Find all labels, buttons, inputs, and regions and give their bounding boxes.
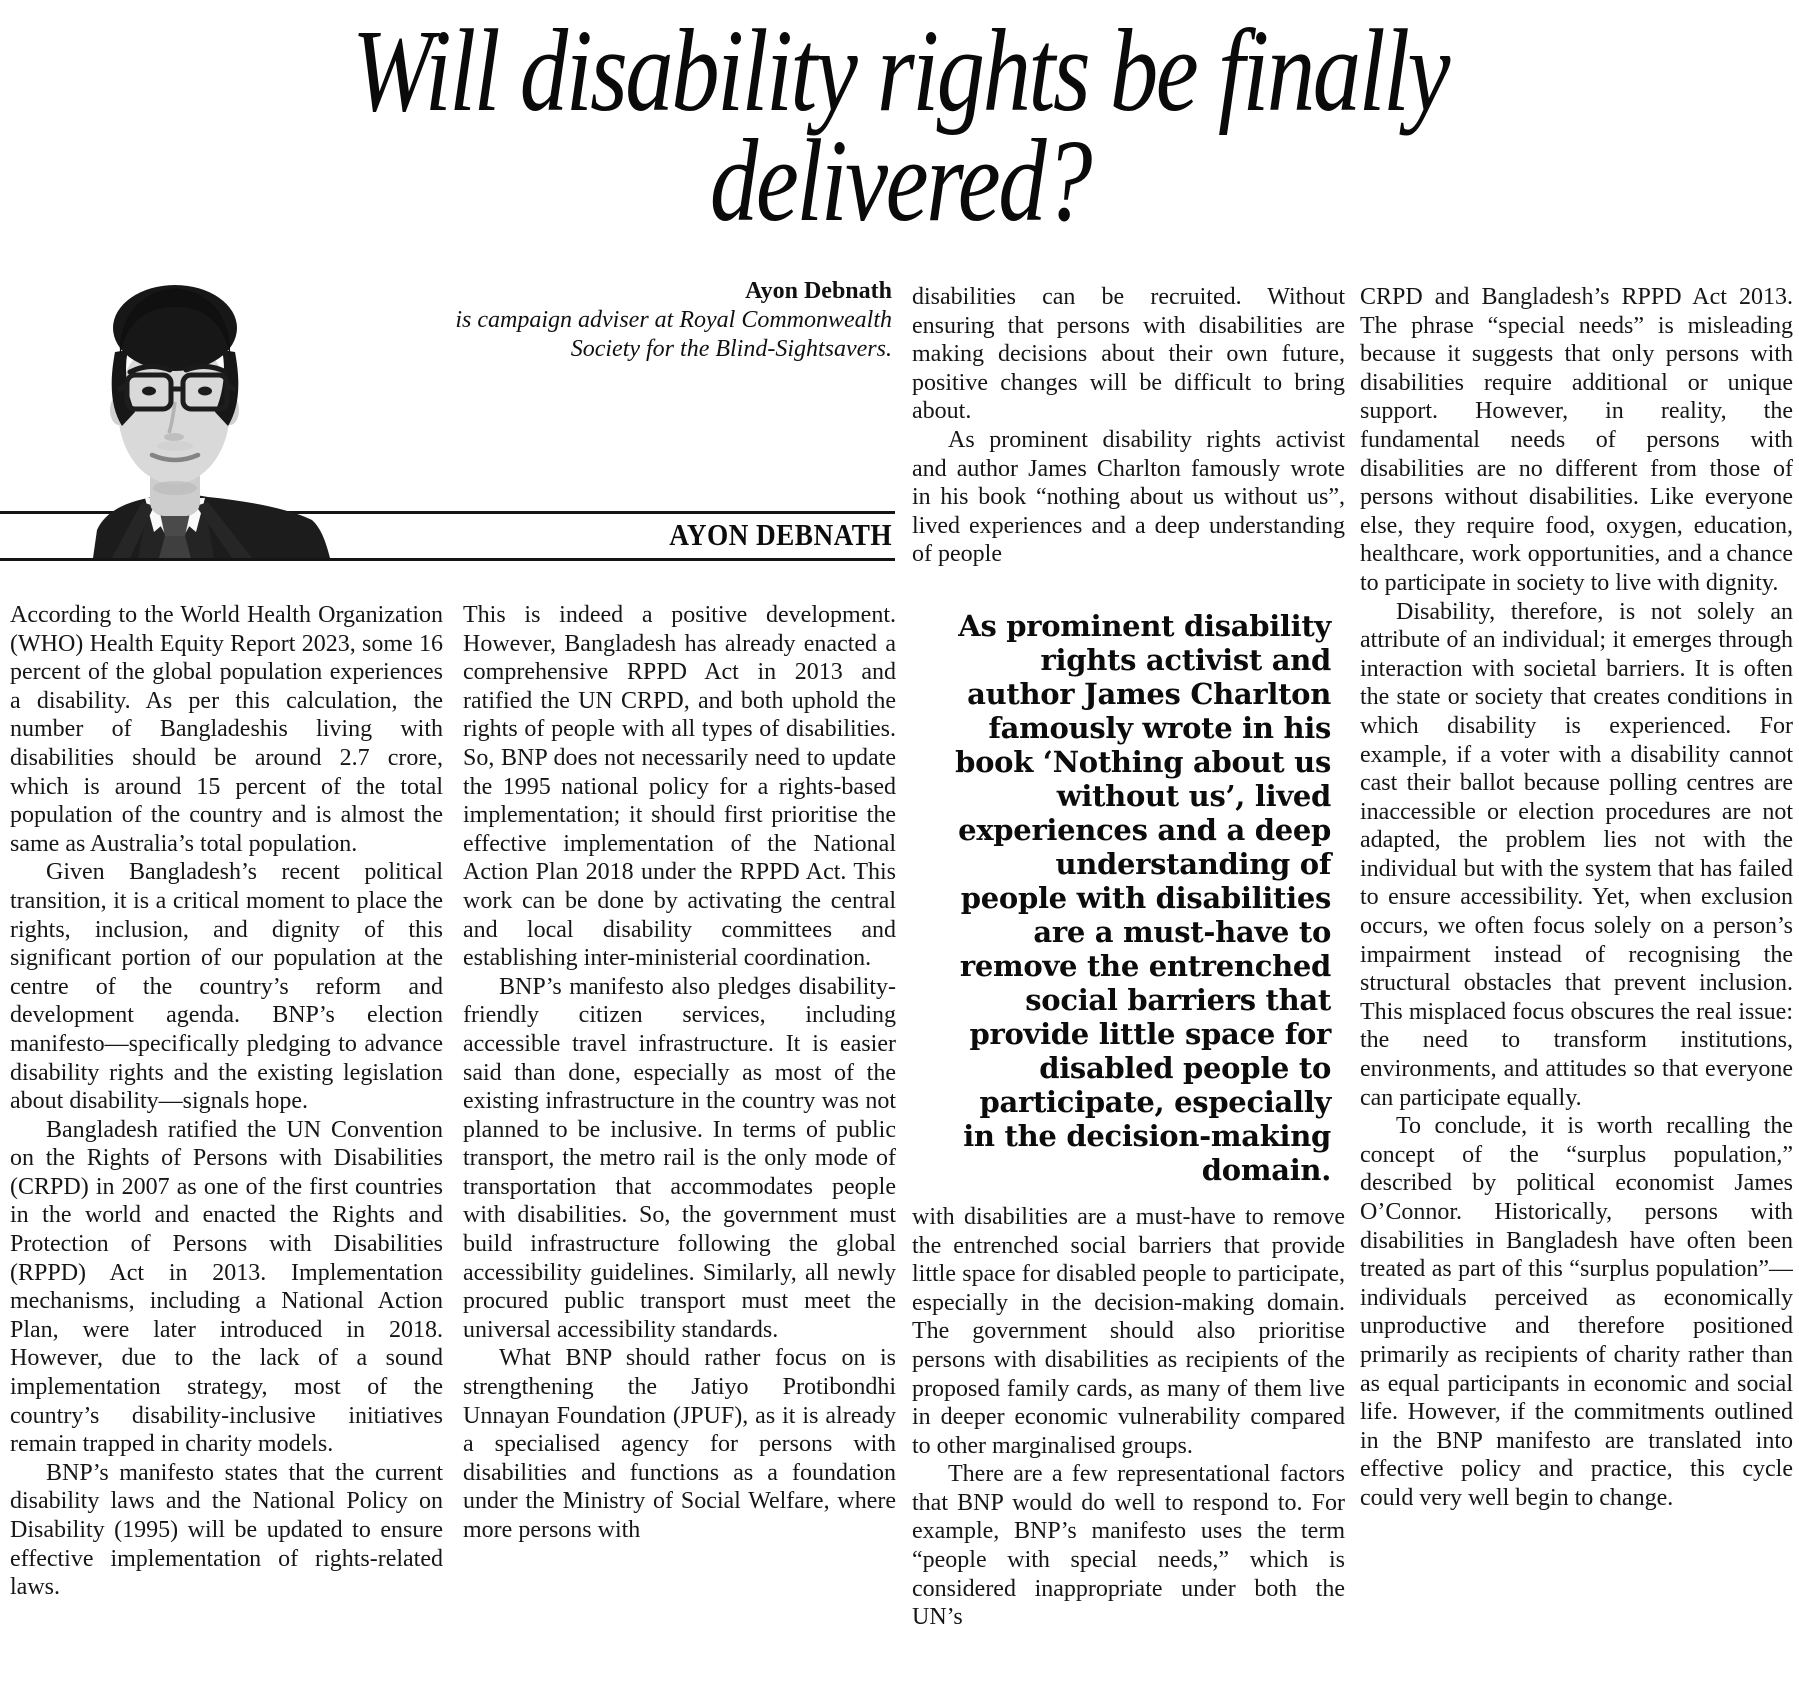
article-paragraph: Given Bangladesh’s recent political tran… <box>10 859 443 1115</box>
article-column-1: According to the World Health Organizati… <box>10 601 443 1686</box>
article-paragraph: Bangladesh ratified the UN Convention on… <box>10 1116 443 1458</box>
article-paragraph: According to the World Health Organizati… <box>10 602 443 857</box>
author-byline: Ayon Debnath is campaign adviser at Roya… <box>452 276 892 364</box>
author-bio: is campaign adviser at Royal Commonwealt… <box>455 307 892 362</box>
article-paragraph: CRPD and Bangladesh’s RPPD Act 2013. The… <box>1360 284 1793 596</box>
divider-rule-top <box>0 511 895 514</box>
article-paragraph: Disability, therefore, is not solely an … <box>1360 598 1793 1111</box>
article-paragraph: disabilities can be recruited. Without e… <box>912 284 1345 425</box>
author-photo-illustration <box>93 285 330 558</box>
author-label: AYON DEBNATH <box>669 517 892 552</box>
article-headline: Will disability rights be finally deliver… <box>170 5 1630 246</box>
article-paragraph: BNP’s manifesto states that the current … <box>10 1459 443 1601</box>
headline-line-2: delivered? <box>709 114 1092 246</box>
article-paragraph: What BNP should rather focus on is stren… <box>463 1345 896 1543</box>
author-name: Ayon Debnath <box>745 278 892 304</box>
author-photo <box>90 252 427 558</box>
article-paragraph: BNP’s manifesto also pledges disability-… <box>463 973 896 1343</box>
article-paragraph: There are a few representational factors… <box>912 1461 1345 1631</box>
article-column-3: disabilities can be recruited. Without e… <box>912 283 1345 1687</box>
article-paragraph: This is indeed a positive development. H… <box>463 602 896 972</box>
divider-rule-bottom <box>0 558 895 561</box>
headline-line-1: Will disability rights be finally <box>351 5 1450 136</box>
headline-wrap: Will disability rights be finally deliver… <box>0 5 1799 246</box>
article-paragraph: with disabilities are a must-have to rem… <box>912 1203 1345 1459</box>
article-column-4: CRPD and Bangladesh’s RPPD Act 2013. The… <box>1360 283 1793 1687</box>
article-paragraph: As prominent disability rights activist … <box>912 426 1345 568</box>
article-column-2: This is indeed a positive development. H… <box>463 601 896 1686</box>
article-paragraph: To conclude, it is worth recalling the c… <box>1360 1113 1793 1511</box>
pull-quote: As prominent disability rights activist … <box>955 608 1331 1187</box>
